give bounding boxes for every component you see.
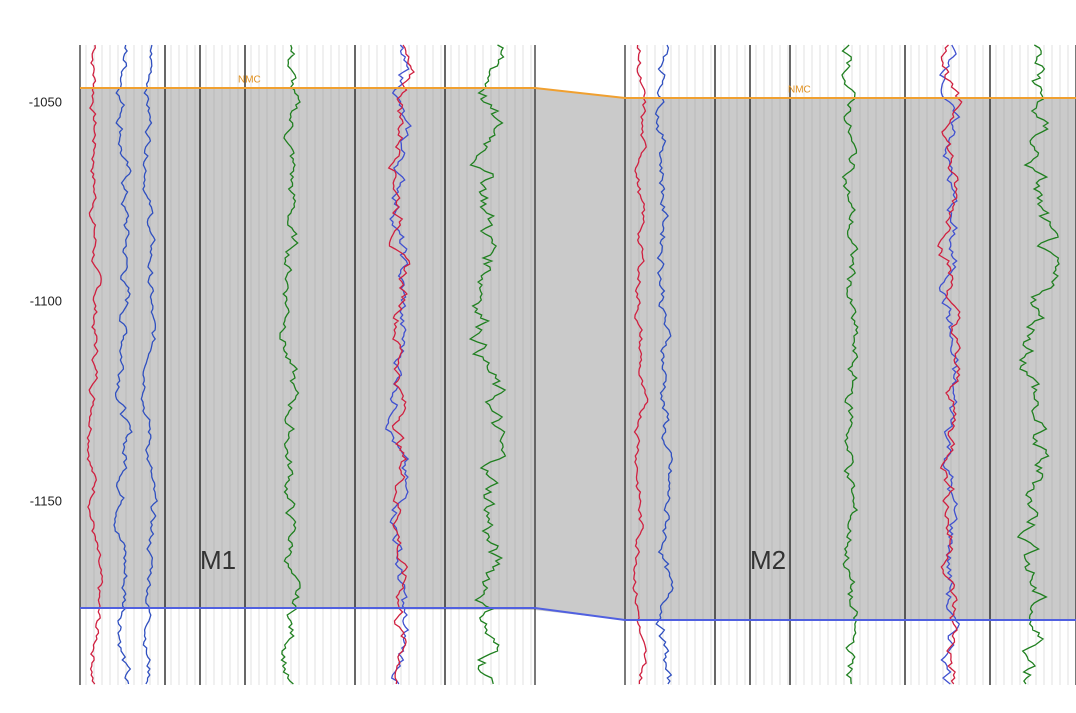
log-curve — [385, 44, 412, 685]
log-curve — [937, 44, 963, 685]
marker-label: NMC — [238, 75, 261, 86]
log-curve — [113, 44, 133, 685]
depth-tick-label: -1050 — [29, 94, 62, 109]
log-curve — [1016, 44, 1060, 685]
tracks — [79, 45, 1076, 685]
log-curve — [841, 44, 859, 685]
log-curve — [387, 44, 415, 685]
log-curve — [140, 44, 159, 685]
well-label: M2 — [750, 545, 786, 575]
log-curve — [632, 44, 649, 684]
depth-tick-label: -1100 — [30, 293, 62, 308]
depth-tick-label: -1150 — [30, 493, 62, 508]
curves — [86, 44, 1060, 685]
log-curve — [468, 44, 507, 685]
top-marker-line — [80, 87, 1076, 99]
log-curve — [86, 44, 104, 685]
base-marker-line — [80, 607, 1076, 621]
log-curve — [279, 44, 301, 685]
well-label: M1 — [200, 545, 236, 575]
marker-label: NMC — [788, 85, 811, 96]
correlation-zone — [80, 88, 1076, 620]
log-curve — [654, 44, 674, 685]
